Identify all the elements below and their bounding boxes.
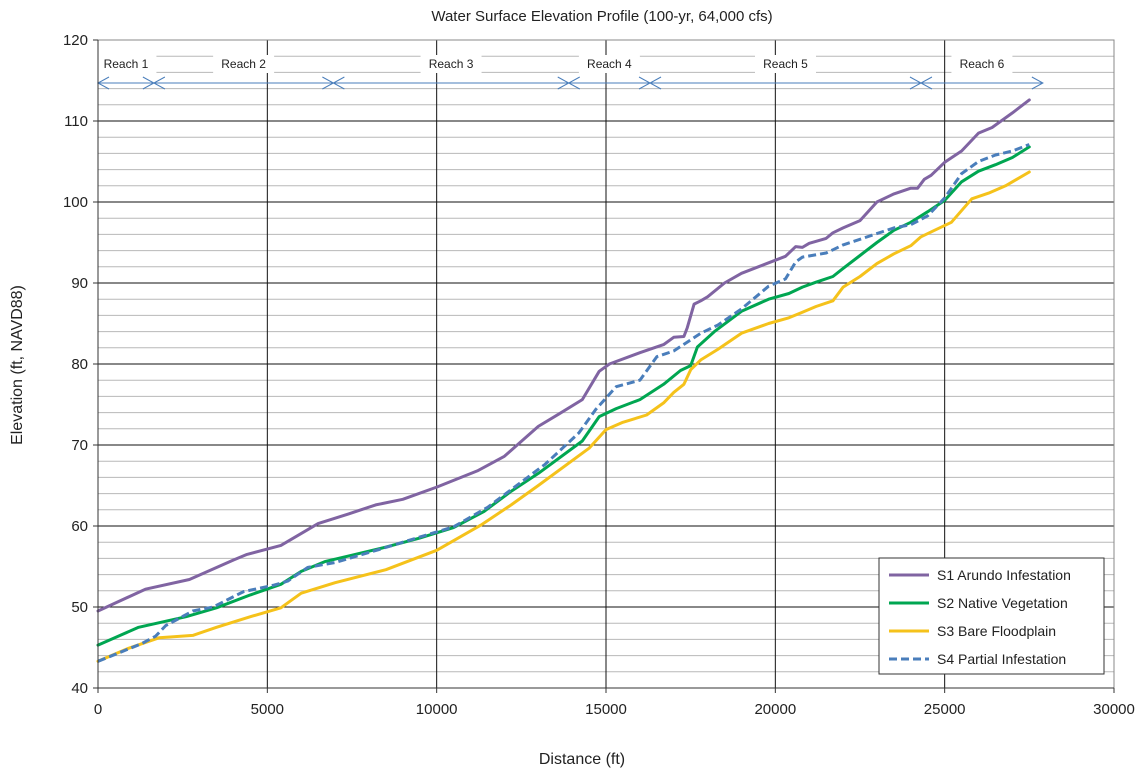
y-tick-label: 60 <box>71 518 88 535</box>
reach-arrowhead-left <box>919 76 933 90</box>
y-tick-label: 70 <box>71 437 88 454</box>
reach-label: Reach 6 <box>960 57 1005 71</box>
reach-arrowhead-left <box>152 76 166 90</box>
reach-label: Reach 2 <box>221 57 266 71</box>
reach-label: Reach 4 <box>587 57 632 71</box>
reach-label-background <box>578 55 640 73</box>
x-axis-label: Distance (ft) <box>539 751 625 768</box>
y-tick-label: 110 <box>64 113 88 130</box>
legend-label: S1 Arundo Infestation <box>937 567 1071 583</box>
y-tick-label: 100 <box>63 194 88 211</box>
reach-arrowhead-left <box>648 76 662 90</box>
reach-arrowhead-left <box>567 76 580 90</box>
x-tick-label: 30000 <box>1093 701 1135 718</box>
reach-label-background <box>213 55 275 73</box>
y-tick-label: 80 <box>71 356 88 373</box>
reach-annotations: Reach 1 Reach 2 Reach 3 Reach 4 Reach 5 Reach… <box>95 55 1044 90</box>
x-tick-label: 15000 <box>585 701 627 718</box>
y-axis-label: Elevation (ft, NAVD88) <box>9 285 26 445</box>
grid <box>97 39 1115 689</box>
y-tick-label: 40 <box>71 680 88 697</box>
reach-arrowhead-left <box>332 76 345 90</box>
reach-label: Reach 1 <box>104 57 149 71</box>
series-line-2 <box>96 145 1031 647</box>
x-tick-label: 25000 <box>924 701 966 718</box>
legend-label: S4 Partial Infestation <box>937 651 1066 667</box>
series-lines <box>96 98 1031 663</box>
x-tick-label: 0 <box>94 701 102 718</box>
x-tick-label: 10000 <box>416 701 458 718</box>
y-tick-label: 50 <box>71 599 88 616</box>
legend-box <box>878 557 1105 675</box>
axes: 40 50 60 70 80 90 100 110 120 0 5000 10000 15000 2000… <box>63 32 1135 718</box>
legend: S1 Arundo Infestation S2 Native Vegetatio… <box>878 557 1105 675</box>
chart-title: Water Surface Elevation Profile (100-yr,… <box>431 8 772 25</box>
legend-label: S3 Bare Floodplain <box>937 623 1056 639</box>
reach-label-background <box>95 55 157 73</box>
series-line-1 <box>96 98 1031 613</box>
reach-label: Reach 3 <box>429 57 474 71</box>
reach-label-background <box>754 55 816 73</box>
reach-label: Reach 5 <box>763 57 808 71</box>
reach-label-background <box>420 55 482 73</box>
x-tick-label: 5000 <box>251 701 284 718</box>
legend-label: S2 Native Vegetation <box>937 595 1068 611</box>
reach-arrowhead-right <box>1031 76 1044 90</box>
reach-label-background <box>951 55 1013 73</box>
series-line-4 <box>97 143 1030 663</box>
x-tick-label: 20000 <box>754 701 796 718</box>
y-tick-label: 90 <box>71 275 88 292</box>
series-line-3 <box>96 170 1031 663</box>
y-tick-label: 120 <box>63 32 88 49</box>
